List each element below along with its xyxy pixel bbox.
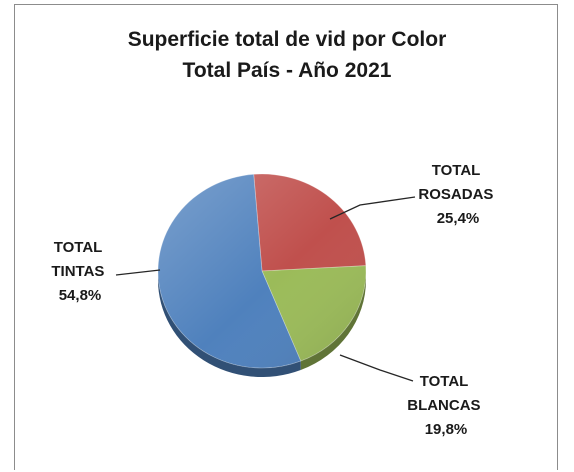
chart-title: Superficie total de vid por Color Total … bbox=[0, 24, 574, 86]
leader-line-tintas bbox=[115, 269, 161, 276]
label-tintas-line1: TOTAL bbox=[54, 239, 102, 256]
label-blancas-line1: TOTAL bbox=[420, 373, 468, 390]
slice-label-tintas: TOTAL TINTAS 54,8% bbox=[51, 239, 108, 304]
chart-title-line2: Total País - Año 2021 bbox=[182, 59, 392, 82]
slice-label-blancas: TOTAL BLANCAS 19,8% bbox=[407, 373, 485, 438]
label-tintas-line2: TINTAS bbox=[51, 263, 104, 280]
label-rosadas-value: 25,4% bbox=[437, 210, 480, 227]
chart-title-line1: Superficie total de vid por Color bbox=[127, 28, 447, 51]
pie-slices bbox=[157, 173, 367, 369]
label-rosadas-line1: TOTAL bbox=[432, 162, 480, 179]
label-blancas-line2: BLANCAS bbox=[407, 397, 480, 414]
leader-line-blancas bbox=[339, 354, 414, 382]
pie-slice-rosadas bbox=[253, 173, 367, 272]
label-tintas-value: 54,8% bbox=[59, 287, 102, 304]
label-rosadas-line2: ROSADAS bbox=[418, 186, 493, 203]
label-blancas-value: 19,8% bbox=[425, 421, 468, 438]
leader-line-rosadas bbox=[329, 196, 416, 220]
slice-label-rosadas: TOTAL ROSADAS 25,4% bbox=[418, 162, 497, 227]
